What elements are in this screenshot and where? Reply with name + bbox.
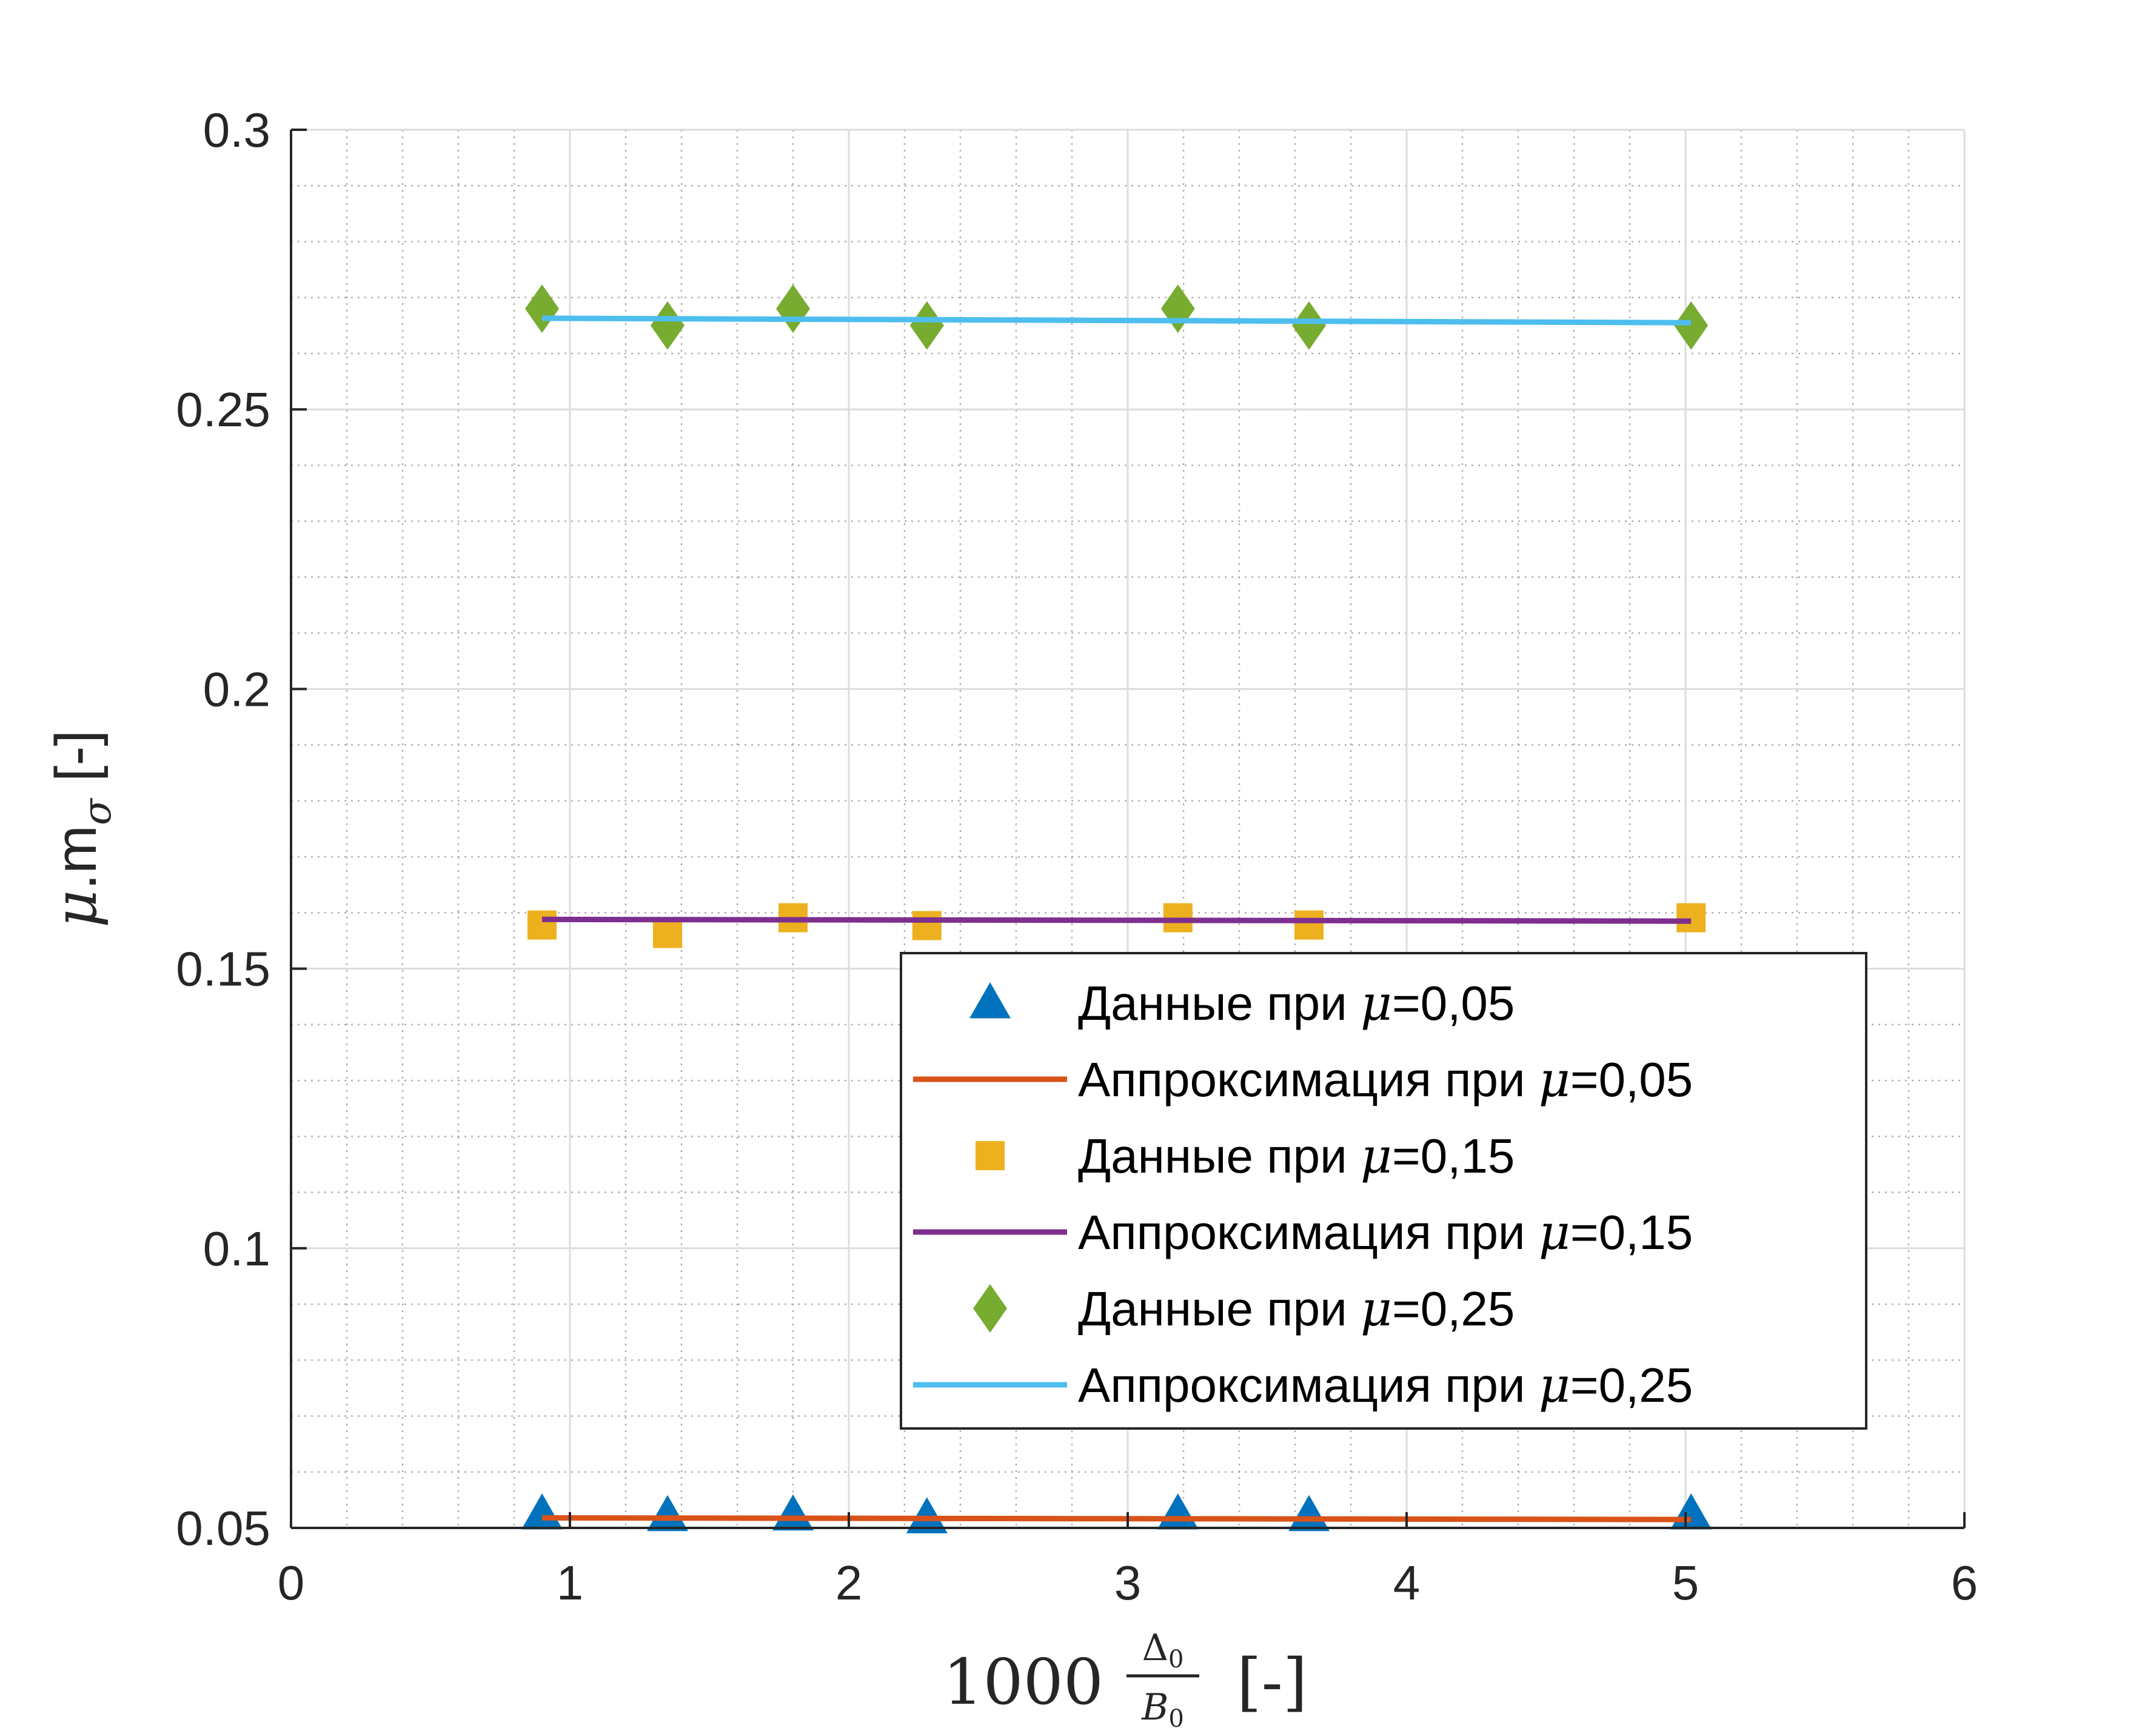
data-point: [912, 911, 942, 940]
data-point: [1294, 910, 1324, 940]
data-point: [653, 919, 682, 948]
y-tick-label: 0.3: [203, 103, 270, 157]
legend-label: Данные при μ=0,05: [1078, 975, 1515, 1031]
series-4: [525, 284, 1709, 350]
x-tick-label: 3: [1114, 1556, 1142, 1610]
x-axis-label-denominator: B0: [1141, 1686, 1184, 1728]
legend-marker-swatch: [976, 1141, 1005, 1170]
legend-label: Аппроксимация при μ=0,25: [1078, 1357, 1693, 1413]
data-point: [1292, 301, 1326, 350]
series-5: [541, 315, 1692, 326]
legend-item-5: Аппроксимация при μ=0,25: [913, 1357, 1693, 1413]
y-axis-label-text: .m: [44, 825, 109, 890]
series-line: [541, 916, 1692, 924]
x-tick-label: 2: [835, 1556, 863, 1610]
legend-label: Аппроксимация при μ=0,05: [1078, 1051, 1693, 1108]
data-point: [647, 1495, 688, 1532]
y-axis-label: μ.mσ [-]: [42, 730, 120, 928]
legend-item-0: Данные при μ=0,05: [969, 975, 1515, 1031]
series-2: [527, 903, 1706, 948]
series-3: [541, 916, 1692, 924]
legend-box: [900, 952, 1867, 1430]
y-axis-label-unit: [-]: [44, 730, 109, 782]
series-line: [541, 1515, 1692, 1522]
legend: Данные при μ=0,05 Аппроксимация при μ=0,0…: [900, 952, 1867, 1430]
data-point: [776, 284, 810, 333]
y-tick-label: 0.05: [176, 1501, 270, 1555]
legend-item-3: Аппроксимация при μ=0,15: [913, 1204, 1693, 1261]
legend-item-1: Аппроксимация при μ=0,05: [913, 1051, 1693, 1108]
data-point: [906, 1497, 948, 1533]
legend-marker-swatch: [969, 982, 1011, 1019]
x-tick-labels: 0 1 2 3 4 5 6: [278, 1556, 1978, 1610]
legend-items: Данные при μ=0,05 Аппроксимация при μ=0,0…: [913, 975, 1693, 1413]
legend-item-2: Данные при μ=0,15: [976, 1128, 1515, 1184]
y-tick-label: 0.1: [203, 1222, 270, 1276]
x-axis-label: 1000 Δ0 B0 [-]: [943, 1627, 1307, 1728]
x-tick-label: 5: [1672, 1556, 1699, 1610]
y-tick-label: 0.2: [203, 662, 270, 716]
series-layer: [521, 284, 1712, 1533]
data-point: [772, 1494, 814, 1531]
x-tick-label: 4: [1393, 1556, 1421, 1610]
legend-label: Данные при μ=0,15: [1078, 1128, 1515, 1184]
legend-item-4: Данные при μ=0,25: [973, 1281, 1515, 1337]
data-point: [1674, 301, 1709, 350]
x-tick-label: 0: [278, 1556, 305, 1610]
x-tick-label: 1: [557, 1556, 584, 1610]
data-point: [651, 301, 685, 350]
legend-marker-swatch: [973, 1284, 1007, 1333]
data-point: [1288, 1495, 1330, 1532]
series-1: [541, 1515, 1692, 1522]
legend-label: Аппроксимация при μ=0,15: [1078, 1204, 1693, 1261]
x-axis-label-prefix: 1000: [943, 1645, 1103, 1719]
axes: [290, 129, 1966, 1529]
x-tick-label: 6: [1951, 1556, 1978, 1610]
data-point: [1160, 284, 1195, 333]
y-axis-label-symbol: μ: [42, 890, 110, 928]
data-point: [909, 301, 944, 350]
y-axis-label-subscript: σ: [75, 797, 120, 825]
series-line: [541, 315, 1692, 326]
x-axis-label-unit: [-]: [1237, 1645, 1307, 1719]
y-tick-label: 0.15: [176, 942, 270, 996]
data-point: [527, 910, 557, 940]
legend-label: Данные при μ=0,25: [1078, 1281, 1515, 1337]
data-point: [525, 284, 559, 333]
y-tick-label: 0.25: [176, 383, 270, 437]
data-point: [1676, 903, 1706, 933]
y-tick-labels: 0.05 0.1 0.15 0.2 0.25 0.3: [176, 103, 270, 1555]
x-axis-label-numerator: Δ0: [1142, 1627, 1184, 1673]
